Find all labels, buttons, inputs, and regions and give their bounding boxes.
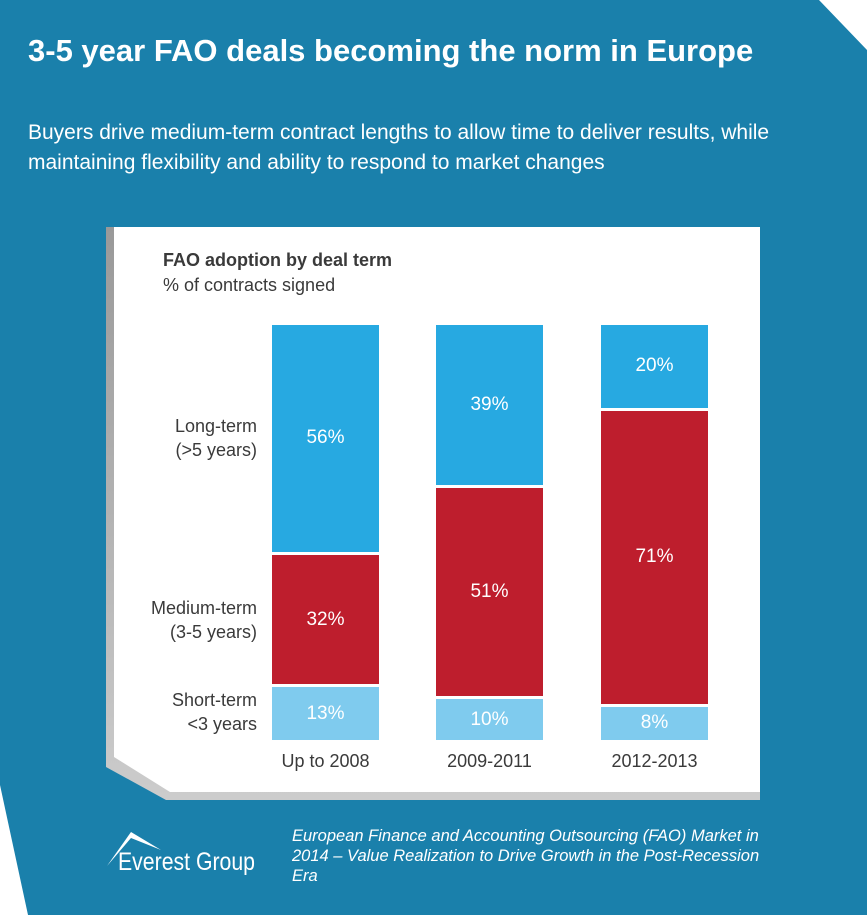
- data-label: 32%: [306, 608, 345, 630]
- bar-segment: 39%: [436, 325, 543, 485]
- row-label: Medium-term (3-5 years): [150, 597, 257, 642]
- chart-unit: % of contracts signed: [163, 275, 336, 295]
- bar-segment: 8%: [601, 706, 708, 740]
- corner-decoration: [819, 0, 867, 50]
- bar-segment: 56%: [272, 325, 379, 552]
- row-label: Long-term (>5 years): [174, 416, 257, 461]
- bar-segment: 13%: [272, 687, 379, 740]
- category-label: 2012-2013: [611, 751, 698, 771]
- everest-logo-mountain-icon: [107, 832, 161, 866]
- bar-segment: 51%: [436, 487, 543, 697]
- row-label: Short-term <3 years: [171, 689, 257, 734]
- bar-segment: 10%: [436, 699, 543, 740]
- logo-text: Everest Group: [118, 848, 256, 876]
- data-label: 8%: [640, 712, 669, 734]
- page-subtitle: Buyers drive medium-term contract length…: [28, 121, 770, 174]
- data-label: 56%: [306, 427, 345, 449]
- data-label: 51%: [470, 580, 509, 602]
- data-label: 20%: [635, 355, 674, 377]
- data-label: 71%: [635, 546, 674, 568]
- data-label: 10%: [470, 708, 509, 730]
- chart-title: FAO adoption by deal term: [163, 250, 393, 270]
- data-label: 13%: [306, 702, 345, 724]
- page-title: 3-5 year FAO deals becoming the norm in …: [28, 33, 754, 68]
- category-label: 2009-2011: [447, 751, 532, 771]
- bar-segment: 32%: [272, 554, 379, 685]
- bar-segment: 20%: [601, 325, 708, 408]
- bar-segment: 71%: [601, 410, 708, 704]
- data-label: 39%: [470, 393, 509, 415]
- source-citation: European Finance and Accounting Outsourc…: [292, 827, 760, 885]
- category-label: Up to 2008: [281, 751, 370, 771]
- corner-decoration: [0, 785, 28, 915]
